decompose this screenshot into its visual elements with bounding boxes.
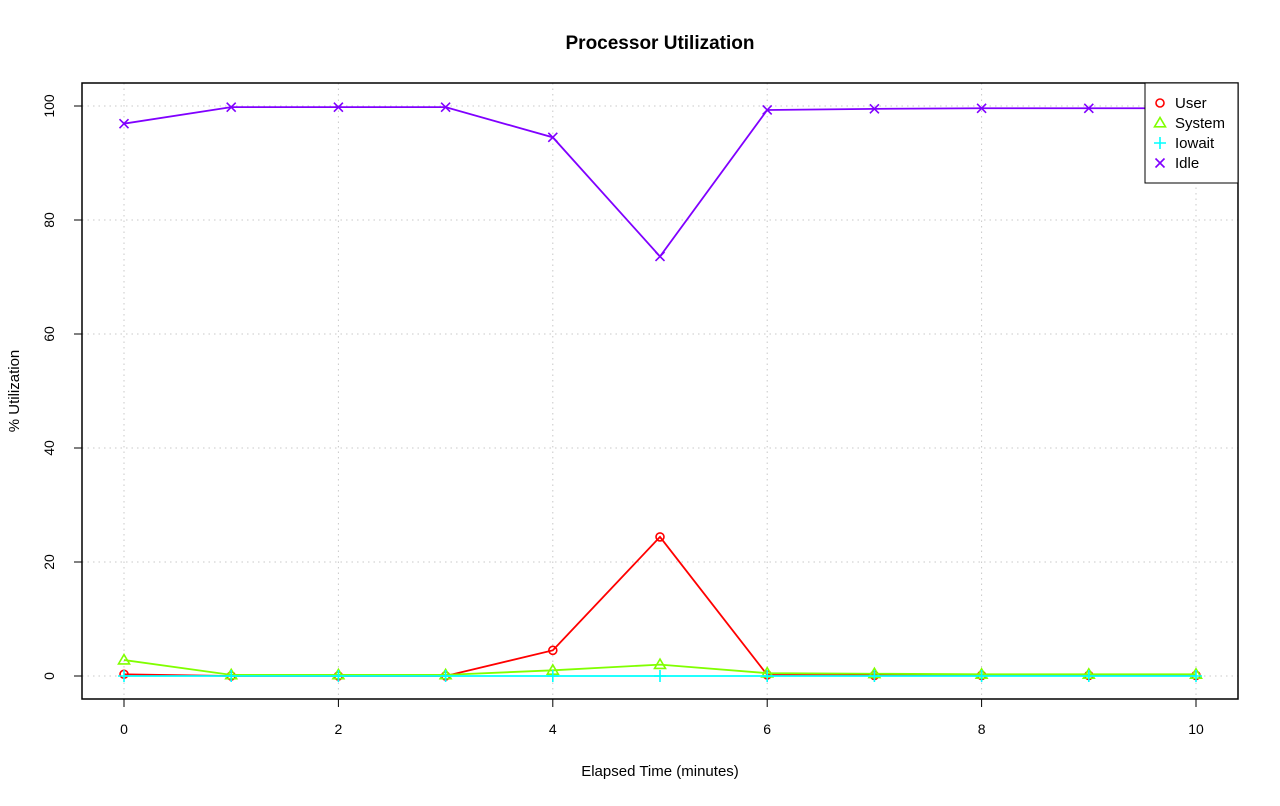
plot-frame — [81, 82, 1239, 700]
data-point-idle — [976, 103, 987, 114]
series-line-user — [123, 535, 1196, 677]
data-point-iowait — [1082, 670, 1095, 682]
data-point-user — [655, 532, 665, 542]
series-line-system — [123, 659, 1196, 676]
series-iowait — [118, 670, 1202, 682]
data-point-idle — [440, 102, 451, 113]
x-tick-label: 4 — [549, 721, 557, 737]
legend-label-idle: Idle — [1175, 155, 1199, 172]
legend-marker-user — [1155, 98, 1165, 108]
data-point-iowait — [118, 670, 130, 682]
y-axis-label: % Utilization — [6, 350, 23, 433]
x-axis-label: Elapsed Time (minutes) — [581, 763, 739, 780]
data-point-iowait — [1190, 670, 1202, 682]
x-tick-label: 8 — [978, 721, 986, 737]
data-point-idle — [1083, 103, 1094, 114]
data-point-iowait — [225, 670, 238, 682]
y-tick-label: 40 — [41, 440, 57, 456]
data-point-iowait — [654, 670, 666, 682]
legend-item-user: User — [1155, 95, 1207, 112]
data-point-iowait — [546, 670, 559, 682]
legend: User System Iowait Idle — [1144, 82, 1239, 184]
data-point-idle — [118, 118, 130, 129]
data-point-iowait — [439, 670, 452, 682]
data-point-idle — [333, 102, 344, 113]
data-point-idle — [869, 103, 880, 114]
data-point-idle — [226, 102, 237, 113]
x-tick-label: 6 — [763, 721, 771, 737]
data-point-system — [653, 657, 667, 670]
legend-label-system: System — [1175, 115, 1225, 132]
legend-label-user: User — [1175, 95, 1207, 112]
data-point-iowait — [868, 670, 881, 682]
data-point-idle — [762, 104, 773, 116]
y-tick-label: 20 — [41, 554, 57, 570]
legend-marker-system — [1153, 115, 1167, 128]
chart-title: Processor Utilization — [566, 33, 755, 54]
x-tick-label: 2 — [335, 721, 343, 737]
series-idle — [118, 102, 1202, 262]
series-layer — [117, 102, 1203, 682]
data-point-system — [117, 652, 131, 665]
legend-marker-iowait — [1154, 137, 1166, 149]
data-point-iowait — [761, 670, 774, 682]
data-point-iowait — [975, 670, 988, 682]
y-tick-label: 60 — [41, 326, 57, 342]
legend-item-idle: Idle — [1154, 155, 1199, 172]
data-point-idle — [654, 251, 666, 262]
legend-label-iowait: Iowait — [1175, 135, 1215, 152]
legend-item-iowait: Iowait — [1154, 135, 1215, 152]
y-tick-label: 100 — [41, 94, 57, 118]
legend-items: User System Iowait Idle — [1153, 95, 1225, 172]
data-point-idle — [547, 132, 558, 143]
legend-item-system: System — [1153, 115, 1225, 132]
x-tick-label: 0 — [120, 721, 128, 737]
data-point-iowait — [332, 670, 345, 682]
y-tick-label: 80 — [41, 212, 57, 228]
legend-marker-idle — [1154, 157, 1166, 169]
series-line-idle — [123, 106, 1196, 258]
y-tick-label: 0 — [41, 672, 57, 680]
grid — [82, 83, 1238, 699]
data-point-user — [547, 645, 558, 656]
x-tick-label: 10 — [1188, 721, 1204, 737]
